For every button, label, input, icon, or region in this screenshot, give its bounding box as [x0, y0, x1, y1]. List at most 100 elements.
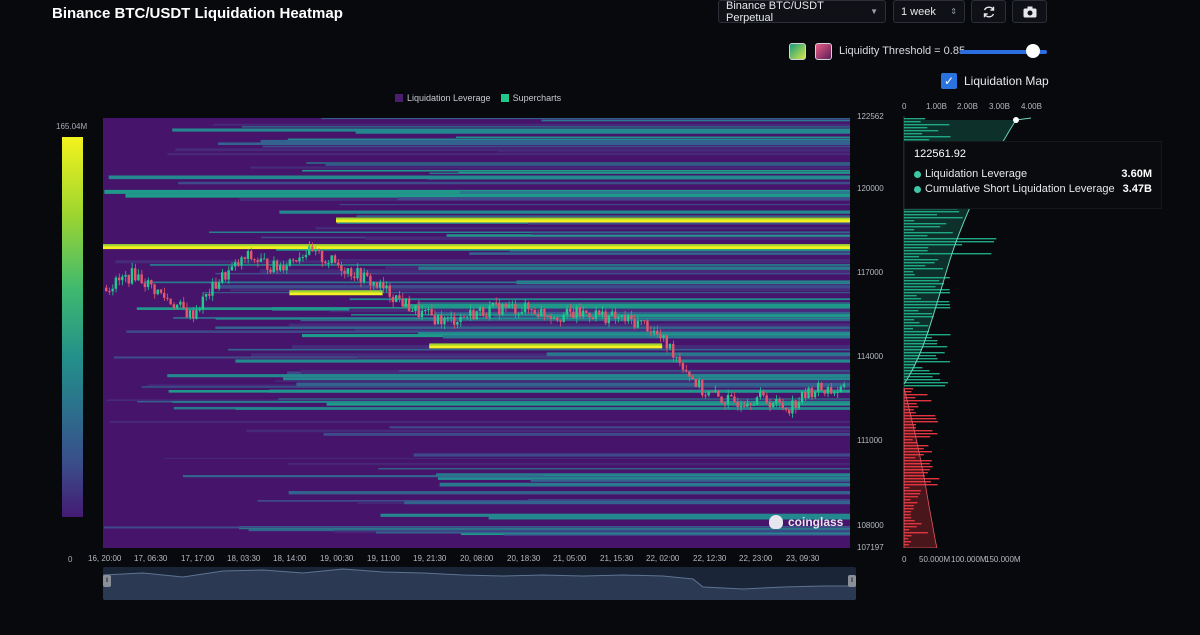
heat-band: [488, 516, 850, 520]
legend-item-supercharts[interactable]: Supercharts: [500, 93, 561, 103]
long-liquidation-bar: [904, 466, 933, 468]
candle-body: [349, 268, 353, 277]
short-liquidation-bar: [904, 304, 950, 306]
heat-band: [109, 420, 850, 423]
tooltip-row: Cumulative Short Liquidation Leverage 3.…: [914, 183, 1152, 195]
candle-body: [253, 259, 256, 261]
candle-wick: [466, 316, 468, 320]
candle-wick: [785, 407, 787, 413]
range-select[interactable]: 1 week ⇕: [893, 0, 965, 23]
candle-body: [162, 292, 166, 298]
candle-body: [217, 282, 221, 289]
heat-band: [323, 432, 850, 436]
short-liquidation-bar: [904, 214, 938, 216]
candle-body: [266, 258, 269, 270]
candle-wick: [731, 391, 732, 397]
refresh-button[interactable]: [971, 0, 1006, 23]
heat-band: [469, 252, 850, 255]
short-liquidation-bar: [904, 307, 951, 309]
candle-body: [169, 298, 172, 305]
color-scheme-pink-button[interactable]: [815, 43, 832, 60]
short-liquidation-bar: [904, 124, 950, 126]
price-tick: 114000: [857, 352, 884, 361]
heat-band: [241, 126, 850, 128]
short-liquidation-bar: [904, 136, 951, 138]
candle-body: [420, 310, 424, 318]
legend-item-liquidation-leverage[interactable]: Liquidation Leverage: [395, 93, 491, 103]
heat-band: [413, 453, 850, 457]
short-liquidation-bar: [904, 316, 934, 318]
heat-band: [397, 197, 850, 201]
candle-body: [105, 287, 108, 292]
short-liquidation-bar: [904, 235, 928, 237]
heat-band: [215, 272, 850, 275]
candle-body: [433, 315, 437, 325]
long-liquidation-bar: [904, 493, 920, 495]
long-liquidation-bar: [904, 544, 909, 546]
liquidation-heatmap[interactable]: [103, 118, 850, 548]
candle-body: [262, 258, 266, 260]
threshold-slider-thumb[interactable]: [1026, 44, 1040, 58]
color-scheme-green-button[interactable]: [789, 43, 806, 60]
candle-body: [240, 257, 243, 266]
heat-band: [287, 463, 850, 465]
candle-body: [752, 404, 755, 406]
heat-band-bright: [289, 292, 383, 296]
heat-band: [235, 359, 850, 363]
short-liquidation-bar: [904, 268, 943, 270]
navigator-left-handle[interactable]: ‖: [103, 575, 111, 587]
heat-band: [530, 479, 850, 482]
watermark: coinglass: [769, 515, 843, 529]
time-tick: 20, 18:30: [507, 554, 541, 563]
candle-body: [459, 316, 462, 323]
time-tick: 23, 09:30: [786, 554, 820, 563]
candle-wick: [531, 308, 533, 315]
candle-body: [382, 282, 385, 289]
candle-body: [295, 260, 298, 262]
screenshot-button[interactable]: [1012, 0, 1047, 23]
heat-band: [325, 164, 850, 166]
candle-body: [617, 317, 620, 319]
candle-body: [626, 315, 630, 322]
candle-body: [536, 314, 540, 316]
candle-body: [372, 282, 375, 286]
candle-body: [140, 274, 143, 284]
heat-band-bright: [429, 345, 663, 349]
candle-body: [269, 269, 272, 273]
candle-wick: [724, 401, 726, 410]
long-liquidation-bar: [904, 523, 922, 525]
liquidation-map-checkbox[interactable]: ✓: [941, 73, 957, 89]
refresh-icon: [983, 6, 994, 17]
candle-body: [394, 295, 398, 303]
candle-wick: [167, 293, 169, 301]
short-liquidation-bar: [904, 343, 938, 345]
candle-body: [723, 403, 726, 405]
long-liquidation-bar: [904, 391, 912, 393]
navigator-right-handle[interactable]: ‖: [848, 575, 856, 587]
side-bottom-tick: 100.000M: [951, 555, 987, 564]
candle-body: [552, 317, 556, 319]
time-tick: 18, 14:00: [273, 554, 307, 563]
candle-body: [133, 268, 137, 281]
candle-body: [549, 316, 552, 319]
exchange-select[interactable]: Binance BTC/USDT Perpetual ▼: [718, 0, 886, 24]
heat-band: [434, 312, 850, 316]
candle-body: [214, 281, 217, 289]
heat-band: [306, 162, 850, 164]
candle-body: [539, 308, 543, 316]
time-navigator[interactable]: [103, 567, 856, 600]
candle-body: [469, 309, 472, 317]
liquidation-map-label[interactable]: Liquidation Map: [964, 74, 1049, 88]
candle-wick: [518, 311, 520, 319]
candle-body: [775, 399, 778, 404]
long-liquidation-bar: [904, 454, 924, 456]
short-liquidation-bar: [904, 298, 922, 300]
heat-band: [209, 231, 850, 233]
candle-body: [324, 261, 327, 264]
heat-band: [126, 330, 850, 333]
threshold-slider[interactable]: [960, 50, 1047, 54]
candle-wick: [463, 314, 465, 318]
candle-body: [636, 320, 639, 328]
candle-body: [575, 307, 578, 318]
candle-wick: [428, 306, 429, 316]
